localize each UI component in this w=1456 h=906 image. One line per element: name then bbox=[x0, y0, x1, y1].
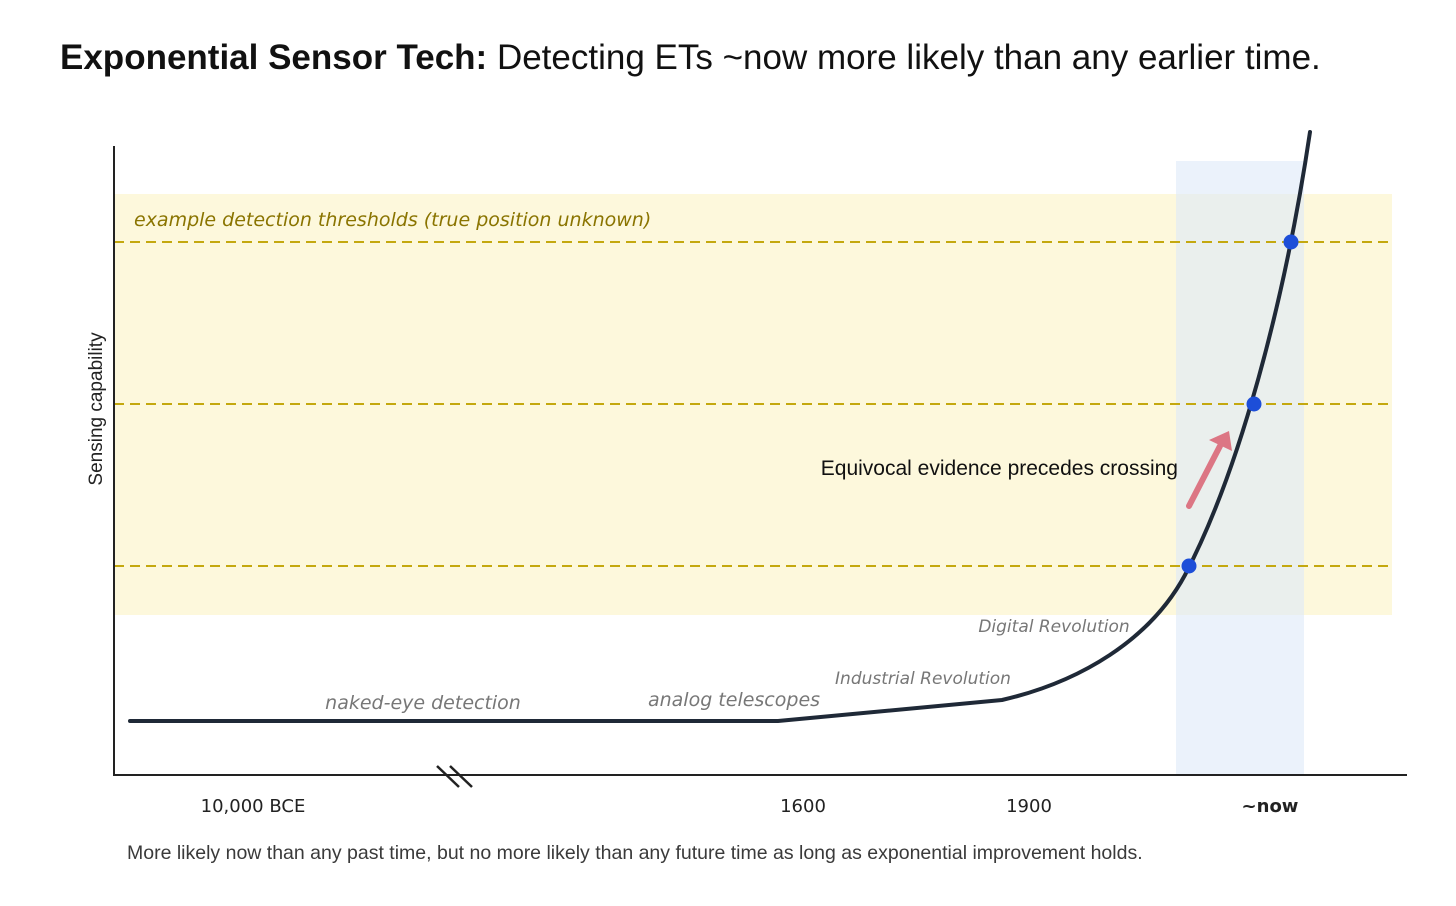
x-tick-label-now: ~now bbox=[1242, 796, 1299, 817]
x-tick-label: 10,000 BCE bbox=[201, 796, 306, 817]
era-label: naked-eye detection bbox=[325, 692, 521, 714]
y-axis-label: Sensing capability bbox=[86, 332, 107, 486]
x-tick-label: 1900 bbox=[1006, 796, 1052, 817]
era-label: Industrial Revolution bbox=[835, 669, 1011, 689]
crossing-point bbox=[1246, 396, 1262, 412]
threshold-note: example detection thresholds (true posit… bbox=[134, 209, 651, 231]
era-label: Digital Revolution bbox=[978, 617, 1129, 637]
chart-title: Exponential Sensor Tech: Detecting ETs ~… bbox=[60, 38, 1321, 78]
arrow-icon bbox=[1186, 431, 1232, 509]
x-tick-label: 1600 bbox=[780, 796, 826, 817]
now-band bbox=[1176, 161, 1304, 775]
annotation-label: Equivocal evidence precedes crossing bbox=[821, 457, 1178, 480]
chart-title-bold: Exponential Sensor Tech: bbox=[60, 38, 488, 77]
chart-caption: More likely now than any past time, but … bbox=[127, 842, 1143, 864]
crossing-point bbox=[1181, 558, 1197, 574]
axis-break-mark bbox=[436, 765, 473, 788]
chart-title-rest: Detecting ETs ~now more likely than any … bbox=[487, 38, 1321, 77]
crossing-point bbox=[1283, 234, 1299, 250]
era-label: analog telescopes bbox=[648, 689, 820, 711]
